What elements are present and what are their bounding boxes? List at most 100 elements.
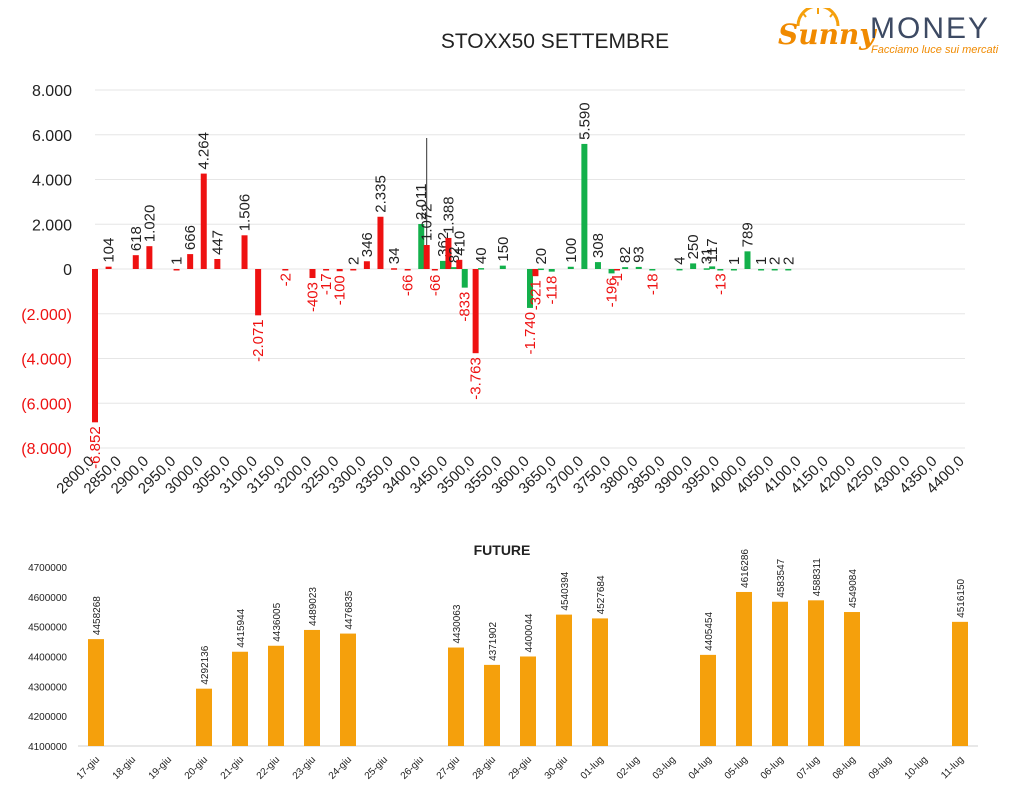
bar — [527, 269, 533, 308]
data-label: 2.011 — [413, 184, 430, 220]
data-label: 82 — [446, 246, 463, 263]
y-tick-label: (2.000) — [21, 307, 72, 324]
data-label: 308 — [590, 233, 607, 258]
data-label: -17 — [318, 273, 335, 295]
x-tick-label: 25-giu — [363, 754, 390, 781]
y-tick-label: 4300000 — [28, 682, 67, 693]
x-tick-label: 05-lug — [723, 754, 750, 781]
bar — [309, 269, 316, 279]
bar — [537, 268, 544, 271]
data-label: 618 — [128, 226, 145, 251]
bar — [594, 262, 601, 269]
chart-title: STOXX50 SETTEMBRE — [441, 30, 669, 53]
data-label: 1 — [753, 257, 770, 265]
data-label: 447 — [209, 230, 226, 255]
data-label: 4489023 — [308, 587, 319, 626]
data-label: 789 — [740, 222, 757, 247]
data-label: 4516150 — [956, 578, 967, 617]
x-tick-label: 27-giu — [435, 754, 462, 781]
bar — [431, 269, 438, 271]
data-label: 4400044 — [524, 613, 535, 652]
data-label: -833 — [457, 292, 474, 322]
data-label: 1.506 — [237, 194, 254, 232]
data-label: 20 — [533, 248, 550, 265]
y-tick-label: 4700000 — [28, 563, 67, 574]
bar — [608, 269, 615, 274]
data-label: 346 — [359, 232, 376, 257]
y-tick-label: 6.000 — [32, 128, 72, 145]
bar — [622, 267, 629, 269]
data-label: -3.763 — [468, 357, 485, 400]
data-label: 82 — [617, 246, 634, 263]
x-tick-label: 22-giu — [255, 754, 282, 781]
bar — [255, 269, 262, 316]
data-label: 1.388 — [440, 196, 457, 234]
x-tick-label: 02-lug — [615, 754, 642, 781]
x-tick-label: 24-giu — [327, 754, 354, 781]
data-label: -321 — [527, 280, 544, 310]
y-tick-label: 8.000 — [32, 83, 72, 100]
data-label: 4458268 — [92, 596, 103, 635]
bar — [499, 265, 506, 269]
bar — [445, 237, 452, 269]
bar — [736, 591, 752, 746]
bar — [456, 259, 463, 269]
bar — [520, 656, 536, 746]
bar — [363, 261, 370, 269]
data-label: 2 — [345, 257, 362, 265]
bar — [649, 269, 656, 271]
bar — [214, 258, 221, 269]
y-tick-label: 2.000 — [32, 217, 72, 234]
bar — [730, 268, 737, 271]
data-label: 4549084 — [848, 569, 859, 608]
data-label: 104 — [101, 238, 118, 263]
data-label: -2 — [277, 273, 294, 286]
data-label: 40 — [473, 247, 490, 264]
data-label: -1 — [609, 273, 626, 286]
data-label: 100 — [563, 238, 580, 263]
x-tick-label: 28-giu — [471, 754, 498, 781]
x-tick-label: 04-lug — [687, 754, 714, 781]
bar — [556, 614, 572, 746]
x-tick-label: 20-giu — [183, 754, 210, 781]
data-label: -403 — [305, 282, 322, 312]
data-label: 4371902 — [488, 622, 499, 661]
data-label: 4405454 — [704, 612, 715, 651]
bar — [478, 268, 485, 270]
data-label: -100 — [332, 275, 349, 305]
bar — [336, 269, 343, 272]
bar — [241, 235, 248, 269]
data-label: 4292136 — [200, 645, 211, 684]
data-label: 1.020 — [141, 205, 158, 243]
bar — [423, 245, 430, 269]
bar — [676, 268, 683, 271]
x-tick-label: 01-lug — [579, 754, 606, 781]
y-tick-label: 4.000 — [32, 173, 72, 190]
x-tick-label: 08-lug — [831, 754, 858, 781]
logo-tagline: Facciamo luce sui mercati — [871, 44, 999, 56]
bar — [532, 269, 539, 277]
bar — [377, 216, 384, 269]
data-label: 2.335 — [372, 175, 389, 213]
data-label: 117 — [704, 238, 721, 262]
data-label: 250 — [685, 234, 702, 259]
data-label: -1.740 — [522, 312, 539, 355]
x-tick-label: 07-lug — [795, 754, 822, 781]
data-label: -66 — [427, 274, 444, 296]
y-tick-label: (6.000) — [21, 396, 72, 413]
data-label: 1 — [169, 257, 186, 265]
y-tick-label: 0 — [63, 262, 72, 279]
bar — [200, 173, 207, 269]
bar — [350, 268, 357, 271]
bar — [196, 688, 212, 746]
y-tick-label: (8.000) — [21, 441, 72, 458]
bar — [132, 255, 139, 269]
bar — [450, 267, 457, 269]
data-label: 4.264 — [196, 132, 213, 170]
logo-script: Sunny — [778, 18, 876, 51]
bar — [187, 254, 194, 269]
data-label: 5.590 — [576, 102, 593, 140]
y-tick-label: 4200000 — [28, 712, 67, 723]
bar — [146, 246, 153, 269]
